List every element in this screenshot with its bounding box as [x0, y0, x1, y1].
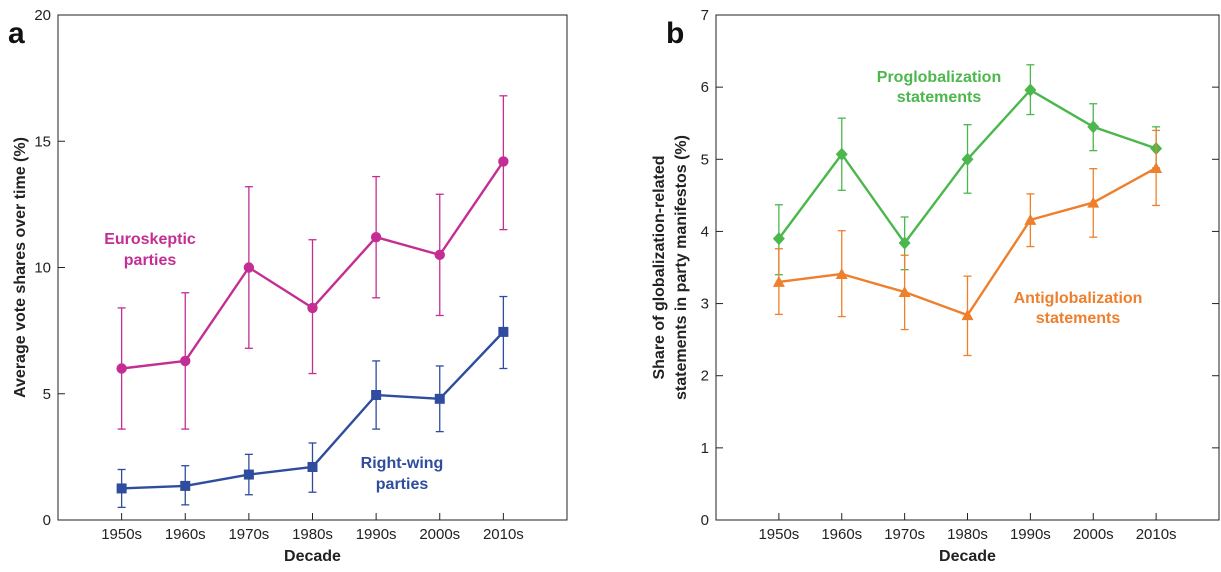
x-tick-label: 1990s — [356, 526, 397, 543]
x-tick-label: 1950s — [101, 526, 142, 543]
series-annotation-line: parties — [124, 252, 177, 269]
panel-b: b 0 1 2 3 4 5 6 7 1950s 1960s 1970s 1980s 1990s 2000s 2… — [651, 7, 1219, 565]
data-point — [1150, 162, 1162, 173]
x-tick-label: 2000s — [1073, 526, 1114, 543]
series-annotation-line: Proglobalization — [877, 69, 1001, 86]
data-point — [244, 262, 254, 272]
panel-label: b — [666, 17, 684, 50]
series-annotation-line: statements — [897, 89, 982, 106]
x-tick-label: 2010s — [1136, 526, 1177, 543]
panel-a: a 0 5 10 15 20 1950s 1960s 1970s 1980s 1990s 2000s 2… — [8, 7, 567, 565]
data-point — [435, 394, 445, 404]
series-0: Euroskeptic parties — [104, 96, 508, 429]
x-tick-label: 1970s — [228, 526, 269, 543]
data-point — [498, 156, 508, 166]
x-axis-title: Decade — [939, 548, 996, 565]
x-axis-title: Decade — [284, 548, 341, 565]
x-tick-label: 1990s — [1010, 526, 1051, 543]
data-point — [180, 356, 190, 366]
y-tick-label: 20 — [34, 7, 51, 24]
data-point — [117, 483, 127, 493]
y-tick-label: 5 — [701, 151, 709, 168]
y-tick-label: 6 — [701, 79, 709, 96]
y-tick-label: 0 — [43, 512, 51, 529]
y-tick-label: 15 — [34, 133, 51, 150]
series-annotation-line: Euroskeptic — [104, 231, 196, 248]
x-tick-label: 1950s — [758, 526, 799, 543]
y-axis-title-line: statements in party manifestos (%) — [673, 135, 690, 400]
data-point — [371, 390, 381, 400]
data-point — [244, 470, 254, 480]
y-tick-label: 10 — [34, 260, 51, 277]
series-annotation-line: parties — [376, 476, 429, 493]
x-tick-label: 1960s — [821, 526, 862, 543]
series-0: Proglobalization statements — [773, 65, 1162, 275]
y-tick-label: 5 — [43, 386, 51, 403]
data-point — [371, 232, 381, 242]
series-annotation-line: Antiglobalization — [1014, 290, 1143, 307]
y-tick-label: 3 — [701, 296, 709, 313]
y-tick-label: 0 — [701, 512, 709, 529]
data-point — [307, 303, 317, 313]
y-axis-title: Average vote shares over time (%) — [12, 137, 29, 398]
y-axis-title-line: Share of globalization-related — [651, 155, 668, 379]
data-point — [435, 250, 445, 260]
data-point — [308, 462, 318, 472]
y-tick-label: 2 — [701, 368, 709, 385]
y-tick-label: 1 — [701, 440, 709, 457]
x-tick-label: 1980s — [292, 526, 333, 543]
series-annotation-line: statements — [1036, 310, 1121, 327]
data-point — [1087, 120, 1099, 133]
data-point — [180, 481, 190, 491]
series-annotation-line: Right-wing — [361, 455, 444, 472]
data-point — [1087, 197, 1099, 208]
y-tick-label: 7 — [701, 7, 709, 24]
data-point — [116, 363, 126, 373]
x-tick-label: 2000s — [419, 526, 460, 543]
x-tick-label: 1970s — [884, 526, 925, 543]
x-tick-label: 1960s — [165, 526, 206, 543]
x-tick-label: 2010s — [483, 526, 524, 543]
x-tick-label: 1980s — [947, 526, 988, 543]
data-point — [498, 327, 508, 337]
panel-label: a — [8, 17, 25, 50]
y-tick-label: 4 — [701, 223, 709, 240]
